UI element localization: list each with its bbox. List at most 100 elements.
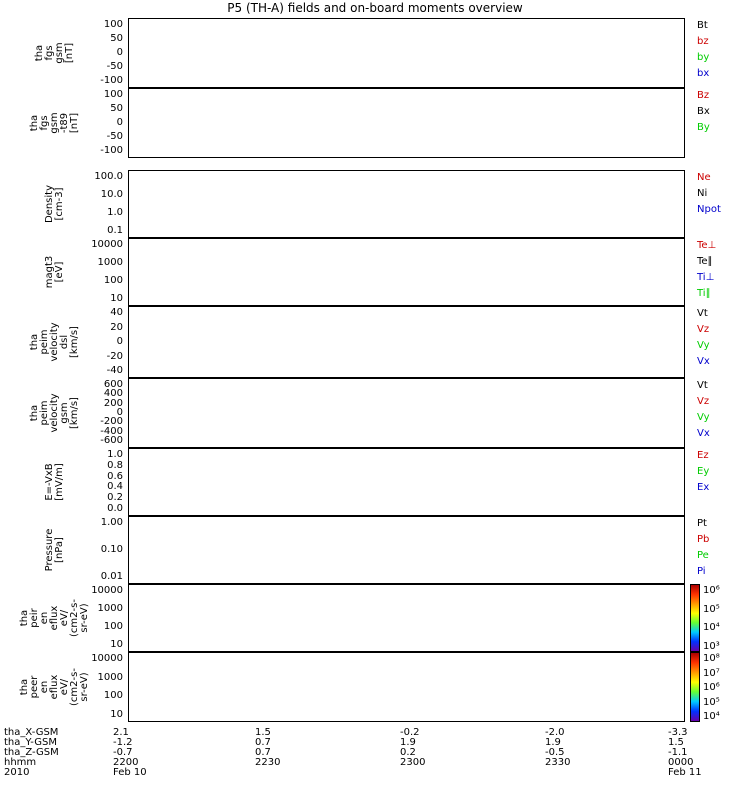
ytick-velocity_gsm-1: 400 — [103, 388, 123, 400]
ytick-fgs-3: -50 — [106, 61, 123, 72]
ytick-velocity_gsm-4: -200 — [100, 416, 123, 428]
legend-efield-1: Ey — [697, 466, 710, 477]
ytick-velocity_gsm-6: -600 — [100, 435, 123, 446]
footer-value-4-4: Feb 11 — [668, 767, 702, 778]
footer-value-3-1: 2230 — [255, 757, 281, 768]
legend-efield-2: Ex — [697, 482, 710, 493]
ytick-fgs-2: 0 — [116, 47, 123, 58]
ytick-pressure-2: 0.01 — [100, 571, 123, 582]
ylabel-pressure: Pressure [nPa] — [44, 528, 65, 572]
colorbar-tick-peer-1: 10⁷ — [703, 667, 720, 679]
ytick-temp-3: 10 — [110, 293, 123, 304]
colorbar-tick-peer-0: 10⁸ — [703, 653, 720, 664]
ytick-velocity_gsm-5: -400 — [100, 425, 123, 437]
legend-velocity_dsl-2: Vy — [697, 340, 710, 351]
footer-label-3: hhmm — [4, 757, 37, 768]
ylabel-peir: tha peir en eflux eV/ (cm2-s- sr-eV) — [19, 599, 90, 637]
legend-fgs-0: Bt — [697, 20, 708, 31]
legend-fgs-2: by — [697, 52, 710, 63]
footer-value-3-0: 2200 — [113, 757, 139, 768]
legend-pressure-0: Pt — [697, 518, 707, 529]
ytick-efield-2: 0.6 — [107, 470, 123, 482]
legend-efield-0: Ez — [697, 450, 709, 461]
legend-fgs-3: bx — [697, 68, 710, 79]
footer-value-1-2: 1.9 — [400, 737, 416, 748]
ytick-efield-3: 0.4 — [107, 481, 123, 493]
ylabel-peer: tha peer en eflux eV/ (cm2-s- sr-eV) — [19, 668, 90, 706]
ytick-peer-0: 10000 — [91, 653, 123, 664]
ytick-efield-5: 0.0 — [107, 503, 123, 514]
ytick-fgs_t89-4: -100 — [100, 145, 123, 156]
legend-temp-3: Ti∥ — [697, 288, 711, 299]
ytick-pressure-1: 0.10 — [100, 544, 123, 555]
ytick-fgs_t89-3: -50 — [106, 131, 123, 142]
colorbar-tick-peir-3: 10³ — [703, 641, 720, 652]
legend-pressure-3: Pi — [697, 566, 706, 577]
ytick-fgs_t89-2: 0 — [116, 117, 123, 128]
ytick-temp-2: 100 — [103, 275, 123, 286]
ytick-efield-1: 0.8 — [107, 459, 123, 471]
ytick-velocity_gsm-2: 200 — [103, 397, 123, 409]
legend-velocity_dsl-0: Vt — [697, 308, 708, 319]
ytick-peir-0: 10000 — [91, 585, 123, 596]
footer-value-3-3: 2330 — [545, 757, 571, 768]
footer-label-1: tha_Y-GSM — [4, 737, 58, 748]
ylabel-fgs_t89: tha fgs gsm -t89 [nT] — [29, 112, 80, 134]
ylabel-velocity_gsm: tha peim velocity gsm [km/s] — [29, 393, 80, 433]
ytick-efield-4: 0.2 — [107, 492, 123, 504]
legend-fgs-1: bz — [697, 36, 709, 47]
legend-density-1: Ni — [697, 188, 708, 199]
colorbar-tick-peer-2: 10⁶ — [703, 682, 720, 693]
footer-value-2-1: 0.7 — [255, 747, 271, 758]
colorbar-tick-peer-4: 10⁴ — [703, 711, 720, 722]
legend-fgs_t89-1: Bx — [697, 106, 710, 117]
colorbar-tick-peir-1: 10⁵ — [703, 603, 720, 615]
panel-density — [128, 170, 685, 238]
colorbar-tick-peir-2: 10⁴ — [703, 622, 720, 634]
legend-temp-2: Ti⊥ — [697, 272, 715, 283]
ytick-peir-1: 1000 — [97, 603, 123, 614]
legend-velocity_dsl-3: Vx — [697, 356, 710, 367]
ytick-velocity_gsm-0: 600 — [103, 379, 123, 390]
ylabel-velocity_dsl: tha peim velocity dsl [km/s] — [29, 322, 80, 362]
footer-label-2: tha_Z-GSM — [4, 747, 59, 758]
ytick-peer-1: 1000 — [97, 671, 123, 683]
ytick-density-1: 10.0 — [100, 189, 123, 200]
footer-value-0-3: -2.0 — [545, 727, 565, 738]
footer-value-4-0: Feb 10 — [113, 767, 147, 778]
footer-value-2-0: -0.7 — [113, 747, 133, 758]
ylabel-density: Density [cm-3] — [44, 184, 65, 224]
footer-label-4: 2010 — [4, 767, 30, 778]
footer-value-3-2: 2300 — [400, 757, 426, 768]
ytick-density-2: 1.0 — [107, 207, 123, 218]
legend-fgs_t89-2: By — [697, 122, 710, 133]
ytick-fgs-0: 100 — [103, 19, 123, 30]
ytick-temp-0: 10000 — [91, 239, 123, 250]
legend-density-2: Npot — [697, 204, 721, 215]
ytick-peir-2: 100 — [103, 621, 123, 632]
legend-pressure-1: Pb — [697, 534, 710, 545]
ytick-peir-3: 10 — [110, 639, 123, 650]
footer-value-3-4: 0000 — [668, 757, 694, 768]
panel-fgs_t89 — [128, 88, 685, 158]
ytick-fgs-4: -100 — [100, 75, 123, 86]
footer-value-2-2: 0.2 — [400, 747, 416, 758]
panel-fgs — [128, 18, 685, 88]
ytick-density-3: 0.1 — [107, 225, 123, 236]
legend-velocity_gsm-0: Vt — [697, 380, 708, 391]
ytick-temp-1: 1000 — [97, 257, 123, 268]
ytick-fgs_t89-0: 100 — [103, 89, 123, 100]
legend-velocity_gsm-1: Vz — [697, 396, 710, 407]
ytick-velocity_dsl-0: 40 — [110, 307, 123, 318]
legend-fgs_t89-0: Bz — [697, 90, 710, 101]
plot-title: P5 (TH-A) fields and on-board moments ov… — [227, 1, 523, 15]
ytick-peer-3: 10 — [110, 709, 123, 720]
panel-efield — [128, 448, 685, 516]
legend-velocity_dsl-1: Vz — [697, 324, 710, 335]
ytick-pressure-0: 1.00 — [100, 517, 123, 528]
footer-value-1-0: -1.2 — [113, 737, 133, 748]
ytick-peer-2: 100 — [103, 690, 123, 702]
footer-value-1-4: 1.5 — [668, 737, 684, 748]
ylabel-temp: magt3 [eV] — [44, 255, 65, 289]
